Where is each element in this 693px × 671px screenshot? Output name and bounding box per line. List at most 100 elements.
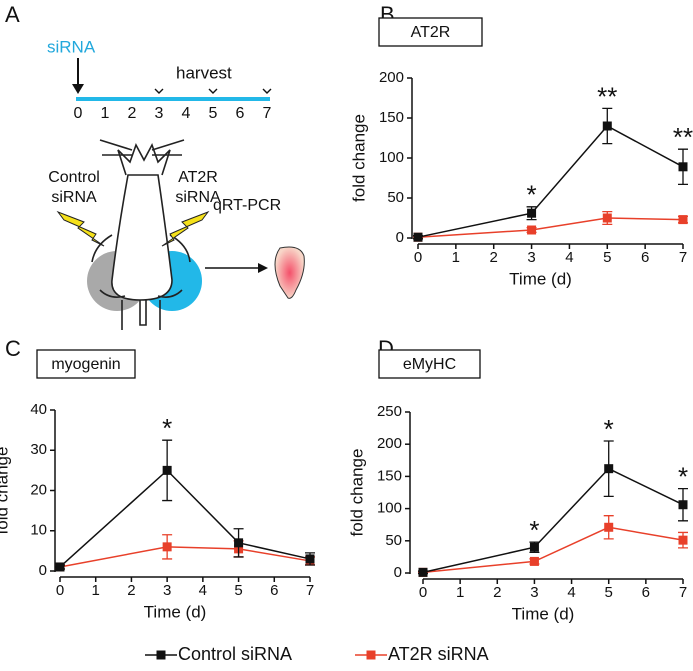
legend-label: Control siRNA <box>178 644 292 664</box>
title-box <box>378 349 481 379</box>
left-label: Control <box>48 169 100 186</box>
y-tick-label: 50 <box>385 532 402 549</box>
harvest-mark <box>262 88 272 94</box>
marker <box>529 542 539 552</box>
marker <box>678 535 688 545</box>
x-axis-label: Time (d) <box>509 269 572 288</box>
harvest-label: harvest <box>176 63 232 82</box>
marker <box>604 522 614 532</box>
marker <box>604 464 614 474</box>
x-tick-label: 4 <box>565 249 573 266</box>
x-tick-label: 5 <box>234 582 242 599</box>
assay-label: qRT-PCR <box>213 197 281 214</box>
arrow-head <box>258 263 268 273</box>
day-label: 1 <box>101 105 110 122</box>
x-tick-label: 7 <box>679 249 687 266</box>
day-label: 4 <box>182 105 191 122</box>
marker <box>527 225 537 235</box>
right-label: AT2R <box>178 169 218 186</box>
muscle <box>274 246 305 299</box>
x-tick-label: 3 <box>530 584 538 601</box>
injection-label: siRNA <box>47 37 96 56</box>
electroporation-bolts <box>56 210 210 247</box>
x-tick-label: 1 <box>456 584 464 601</box>
y-tick-label: 20 <box>30 481 47 498</box>
day-label: 7 <box>263 105 272 122</box>
marker <box>527 208 537 218</box>
marker <box>678 215 688 225</box>
title-box <box>36 349 136 379</box>
y-tick-label: 100 <box>377 500 402 517</box>
series-line <box>417 217 684 238</box>
significance: * <box>678 462 688 492</box>
x-tick-label: 4 <box>199 582 207 599</box>
right-label: siRNA <box>175 189 221 206</box>
x-tick-label: 1 <box>92 582 100 599</box>
day-label: 5 <box>209 105 218 122</box>
title-box <box>378 17 483 47</box>
day-label: 0 <box>74 105 83 122</box>
series-line <box>417 125 684 238</box>
marker <box>162 542 172 552</box>
mouse-illustration <box>87 139 202 330</box>
series-line <box>422 526 684 574</box>
marker <box>602 213 612 223</box>
marker <box>305 554 315 564</box>
x-tick-label: 0 <box>414 249 422 266</box>
marker <box>162 465 172 475</box>
harvest-mark <box>208 88 218 94</box>
legend-label: AT2R siRNA <box>388 644 489 664</box>
marker <box>55 562 65 572</box>
chart-title: myogenin <box>51 356 120 373</box>
y-tick-label: 150 <box>379 109 404 126</box>
x-tick-label: 6 <box>270 582 278 599</box>
marker <box>529 556 539 566</box>
y-tick-label: 0 <box>394 564 402 581</box>
x-tick-label: 7 <box>306 582 314 599</box>
y-tick-label: 0 <box>396 229 404 246</box>
legend-marker <box>366 650 376 660</box>
series-line <box>59 546 311 568</box>
chart-title: eMyHC <box>403 356 456 373</box>
y-tick-label: 40 <box>30 401 47 418</box>
x-tick-label: 4 <box>567 584 575 601</box>
significance: ** <box>673 122 693 152</box>
y-tick-label: 50 <box>387 189 404 206</box>
marker <box>602 121 612 131</box>
y-tick-label: 100 <box>379 149 404 166</box>
significance: * <box>529 515 539 545</box>
series-line <box>59 469 311 568</box>
y-tick-label: 0 <box>39 562 47 579</box>
y-axis-label: fold change <box>347 449 366 537</box>
x-axis-label: Time (d) <box>512 604 575 623</box>
panel-letter: C <box>5 336 21 361</box>
significance: * <box>604 414 614 444</box>
x-tick-label: 6 <box>642 584 650 601</box>
significance: * <box>162 413 172 443</box>
y-axis-label: fold change <box>349 114 368 202</box>
y-axis-label: fold change <box>0 447 11 535</box>
x-tick-label: 5 <box>605 584 613 601</box>
y-tick-label: 200 <box>379 69 404 86</box>
series-line <box>422 467 684 574</box>
x-tick-label: 1 <box>452 249 460 266</box>
day-label: 6 <box>236 105 245 122</box>
marker <box>234 538 244 548</box>
x-tick-label: 7 <box>679 584 687 601</box>
x-tick-label: 0 <box>419 584 427 601</box>
y-tick-label: 250 <box>377 403 402 420</box>
chart-title: AT2R <box>411 24 451 41</box>
x-tick-label: 5 <box>603 249 611 266</box>
marker <box>678 500 688 510</box>
significance: ** <box>597 81 617 111</box>
y-tick-label: 30 <box>30 441 47 458</box>
x-axis-label: Time (d) <box>144 602 207 621</box>
x-tick-label: 2 <box>493 584 501 601</box>
injection-arrow-head <box>72 84 84 94</box>
x-tick-label: 3 <box>527 249 535 266</box>
x-tick-label: 6 <box>641 249 649 266</box>
x-tick-label: 2 <box>490 249 498 266</box>
day-label: 3 <box>155 105 164 122</box>
y-tick-label: 200 <box>377 435 402 452</box>
